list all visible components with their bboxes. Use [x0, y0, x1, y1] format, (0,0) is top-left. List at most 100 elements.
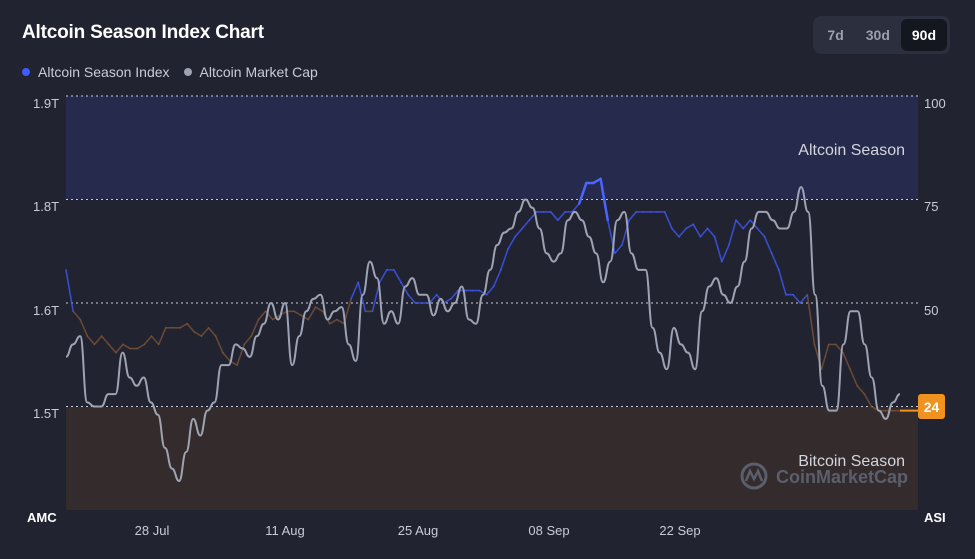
- x-tick-label: 11 Aug: [265, 523, 305, 538]
- left-tick-label: 1.6T: [33, 303, 59, 318]
- altcoin-season-zone: [66, 96, 918, 199]
- chart-legend: Altcoin Season Index Altcoin Market Cap: [22, 64, 318, 80]
- x-axis: 28 Jul 11 Aug 25 Aug 08 Sep 22 Sep: [135, 523, 701, 538]
- coinmarketcap-logo-icon: [740, 462, 768, 490]
- index-line-segment: [842, 351, 851, 371]
- index-line-segment: [393, 269, 402, 284]
- range-30d-button[interactable]: 30d: [865, 27, 890, 43]
- index-line-segment: [307, 306, 317, 321]
- index-line-segment: [450, 289, 459, 300]
- x-tick-label: 08 Sep: [528, 523, 569, 538]
- index-line-segment: [820, 343, 830, 371]
- legend-dot-market-cap: [183, 68, 192, 76]
- index-line-segment: [742, 219, 752, 230]
- altcoin-season-label: Altcoin Season: [798, 142, 905, 159]
- index-line-segment: [150, 335, 160, 346]
- x-tick-label: 22 Sep: [659, 523, 700, 538]
- index-line-segment: [685, 223, 695, 230]
- index-line-segment: [478, 289, 488, 296]
- index-line-segment: [207, 327, 217, 337]
- index-line-segment: [79, 318, 89, 337]
- index-line-segment: [179, 322, 188, 329]
- current-value-badge-bg: [918, 394, 945, 419]
- index-line-segment: [136, 343, 146, 350]
- watermark-text: CoinMarketCap: [776, 467, 908, 487]
- right-tick-label: 100: [924, 96, 946, 111]
- market-cap-line: [65, 186, 901, 483]
- index-line-segment: [186, 322, 196, 333]
- index-line-segment: [428, 293, 438, 304]
- index-line-segment: [257, 310, 267, 321]
- index-line-segment: [713, 235, 723, 263]
- x-tick-label: 25 Aug: [398, 523, 439, 538]
- index-line-segment: [756, 227, 766, 238]
- index-line-segment: [863, 393, 873, 408]
- index-line-segment: [699, 227, 709, 238]
- series-layer: [65, 177, 901, 483]
- left-axis-label: AMC: [27, 510, 57, 525]
- index-line-segment: [143, 335, 153, 346]
- index-line-segment: [500, 248, 509, 271]
- index-line-segment: [720, 244, 730, 263]
- index-line-segment: [770, 252, 780, 271]
- index-line-segment: [378, 269, 388, 284]
- bitcoin-season-label: Bitcoin Season: [798, 453, 905, 470]
- index-line-segment: [122, 343, 131, 350]
- index-line-segment: [157, 327, 167, 346]
- index-line-segment: [663, 211, 673, 230]
- index-line-segment: [614, 244, 623, 255]
- index-line-segment: [577, 181, 588, 205]
- right-tick-label: 50: [924, 303, 938, 318]
- index-line-segment: [328, 318, 338, 325]
- legend-item-index[interactable]: Altcoin Season Index: [22, 64, 170, 80]
- index-line-segment: [692, 223, 702, 238]
- left-tick-label: 1.8T: [33, 199, 59, 214]
- legend-dot-index: [22, 68, 30, 76]
- legend-item-market-cap[interactable]: Altcoin Market Cap: [183, 64, 318, 80]
- index-line-segment: [107, 343, 117, 354]
- index-line-segment: [799, 293, 809, 304]
- index-line-segment: [507, 235, 516, 250]
- bitcoin-season-zone: [66, 407, 918, 510]
- right-axis: 100 75 50 ASI: [924, 96, 946, 525]
- index-line-segment: [350, 281, 360, 300]
- index-line-segment: [485, 285, 495, 296]
- index-line-segment: [100, 335, 110, 346]
- chart-title: Altcoin Season Index Chart: [22, 22, 264, 43]
- index-line-segment: [72, 310, 82, 321]
- index-line-segment: [214, 335, 224, 354]
- index-line-segment: [407, 293, 417, 304]
- index-line-segment: [557, 211, 566, 221]
- index-line-segment: [571, 202, 581, 213]
- index-line-segment: [65, 269, 74, 313]
- index-line-segment: [592, 177, 602, 185]
- index-line-segment: [222, 351, 231, 362]
- gridlines: [66, 95, 918, 407]
- range-90d-button[interactable]: 90d: [900, 19, 947, 51]
- index-line-segment: [728, 219, 737, 246]
- index-line-segment: [628, 211, 638, 221]
- index-line-segment: [778, 269, 787, 296]
- index-line-segment: [763, 235, 773, 255]
- legend-label-market-cap: Altcoin Market Cap: [199, 64, 318, 80]
- right-axis-label: ASI: [924, 510, 946, 525]
- index-line-segment: [442, 298, 452, 304]
- index-line-segment: [849, 368, 859, 387]
- range-7d-button[interactable]: 7d: [827, 27, 844, 43]
- left-tick-label: 1.5T: [33, 406, 59, 421]
- right-tick-label: 75: [924, 199, 938, 214]
- left-tick-label: 1.9T: [33, 96, 59, 111]
- x-tick-label: 28 Jul: [135, 523, 170, 538]
- index-line-segment: [706, 227, 716, 238]
- index-line-segment: [200, 327, 210, 337]
- index-line-segment: [599, 177, 609, 222]
- index-line-segment: [671, 227, 680, 238]
- index-line-segment: [678, 227, 687, 238]
- current-value-text: 24: [924, 399, 940, 415]
- index-line-segment: [336, 318, 345, 325]
- index-line-segment: [93, 335, 103, 346]
- index-line-segment: [314, 306, 324, 313]
- index-line-segment: [243, 335, 253, 346]
- index-line-segment: [514, 227, 524, 238]
